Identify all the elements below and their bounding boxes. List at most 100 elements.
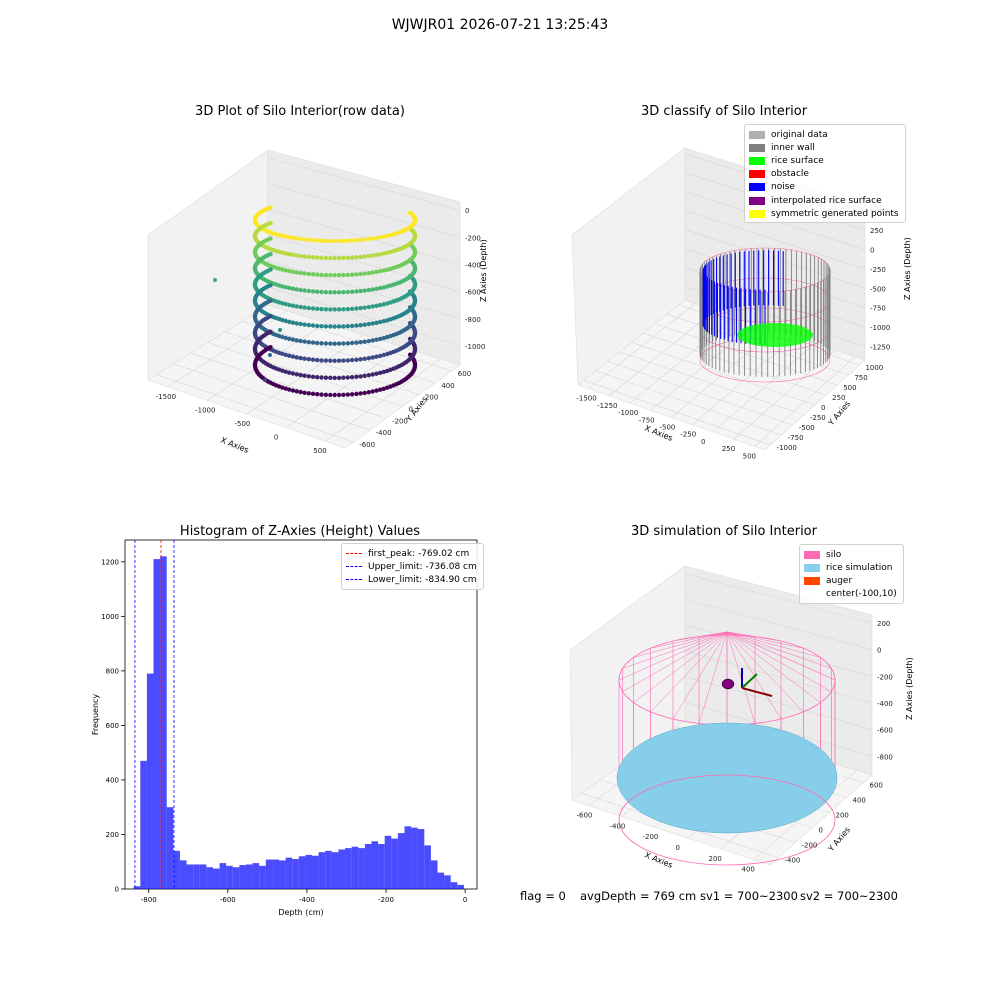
histogram-bar — [153, 559, 161, 889]
histogram-bar — [298, 856, 306, 889]
raw-point — [354, 289, 359, 294]
legend-entry: Lower_limit: -834.90 cm — [346, 573, 477, 586]
grid-line — [173, 363, 370, 431]
raw-point — [349, 289, 355, 294]
raw-point — [323, 255, 329, 261]
raw-point — [374, 354, 379, 359]
raw-point — [370, 389, 375, 394]
raw-point — [290, 252, 296, 257]
y-tick-label: 1000 — [865, 364, 883, 372]
z-tick-label: -1000 — [870, 324, 890, 332]
raw-point — [362, 288, 367, 293]
raw-point — [319, 324, 324, 329]
raw-point — [213, 278, 217, 282]
raw-point — [319, 375, 324, 380]
status-sv2: sv2 = 700~2300 — [800, 889, 898, 903]
legend-label: obstacle — [771, 169, 809, 180]
histogram-bar — [345, 848, 352, 889]
raw-point — [302, 271, 307, 276]
legend-entry: interpolated rice surface — [749, 194, 899, 207]
raw-point — [349, 272, 355, 277]
classify-plot-title: 3D classify of Silo Interior — [640, 104, 808, 119]
histogram-bar — [378, 844, 385, 889]
raw-point — [374, 388, 379, 393]
raw-point — [345, 358, 350, 363]
raw-point — [349, 323, 355, 329]
x-tick-label: 0 — [701, 438, 705, 446]
raw-point — [323, 324, 329, 329]
grid-line — [684, 676, 873, 730]
legend-entry: auger — [804, 574, 897, 587]
grid-line — [242, 320, 436, 384]
raw-point — [336, 341, 342, 346]
status-sv1: sv1 = 700~2300 — [700, 889, 798, 903]
raw-point — [345, 238, 350, 243]
simulation-y-label: Y Axies — [826, 825, 852, 854]
raw-point — [362, 373, 367, 378]
raw-point — [362, 305, 367, 310]
legend-label: Upper_limit: -736.08 cm — [368, 561, 477, 572]
z-tick-label: 0 — [465, 207, 469, 215]
histogram-bar — [397, 833, 405, 889]
y-tick-label: 0 — [821, 404, 825, 412]
raw-point — [268, 353, 272, 357]
silo-roof-line — [726, 631, 821, 703]
raw-point — [290, 286, 296, 291]
raw-point — [378, 353, 383, 359]
raw-point — [366, 338, 371, 344]
y-tick-label: 200 — [836, 812, 849, 820]
raw-point — [290, 320, 296, 325]
raw-point — [298, 270, 303, 276]
grid-line — [267, 209, 461, 265]
histogram-bar — [199, 864, 207, 889]
raw-point — [370, 321, 375, 326]
raw-point — [278, 328, 282, 332]
simulation-3d-plot: -600-400-2000200400-400-2000200400600200… — [569, 565, 914, 874]
raw-point — [315, 375, 320, 380]
legend-swatch — [804, 590, 820, 598]
x-tick-label: -1250 — [597, 402, 617, 410]
y-tick-label: 750 — [854, 374, 867, 382]
histogram-bar — [371, 841, 379, 889]
raw-point — [366, 287, 371, 293]
raw-point — [328, 324, 333, 329]
y-tick-label: 400 — [106, 776, 119, 784]
histogram-bar — [146, 673, 154, 889]
histogram-bar — [206, 867, 213, 889]
raw-point — [306, 340, 311, 345]
raw-point — [294, 372, 299, 377]
raw-point — [287, 302, 292, 308]
raw-point — [354, 391, 359, 397]
histogram-bar — [450, 882, 458, 889]
raw-point — [319, 392, 324, 397]
raw-point — [349, 238, 355, 243]
simulation-legend: silo rice simulation auger center(-100,10) — [799, 544, 904, 604]
silo-roof-line — [726, 631, 836, 681]
legend-swatch — [804, 550, 820, 559]
x-tick-label: -250 — [680, 431, 696, 439]
raw-point — [370, 287, 375, 292]
raw-point — [381, 285, 386, 290]
legend-swatch — [749, 130, 765, 139]
x-tick-label: -600 — [577, 811, 593, 819]
raw-point — [381, 386, 386, 391]
raw-point — [315, 255, 320, 260]
silo-roof-line — [726, 631, 804, 649]
raw-point — [370, 253, 375, 258]
raw-point — [283, 251, 288, 256]
y-tick-label: -250 — [810, 414, 826, 422]
raw-point — [385, 267, 390, 272]
raw-point — [345, 324, 350, 329]
z-tick-label: -1250 — [870, 343, 890, 351]
raw-point — [287, 268, 292, 274]
raw-point — [283, 234, 288, 239]
histogram-bar — [444, 875, 451, 889]
x-tick-label: -600 — [220, 896, 236, 904]
raw-point — [332, 392, 337, 398]
raw-point — [268, 314, 273, 319]
y-tick-label: 200 — [106, 831, 119, 839]
legend-entry: noise — [749, 181, 899, 194]
x-tick-label: 500 — [313, 447, 326, 455]
raw-point — [366, 253, 371, 259]
raw-x-label: X Axies — [219, 436, 250, 455]
